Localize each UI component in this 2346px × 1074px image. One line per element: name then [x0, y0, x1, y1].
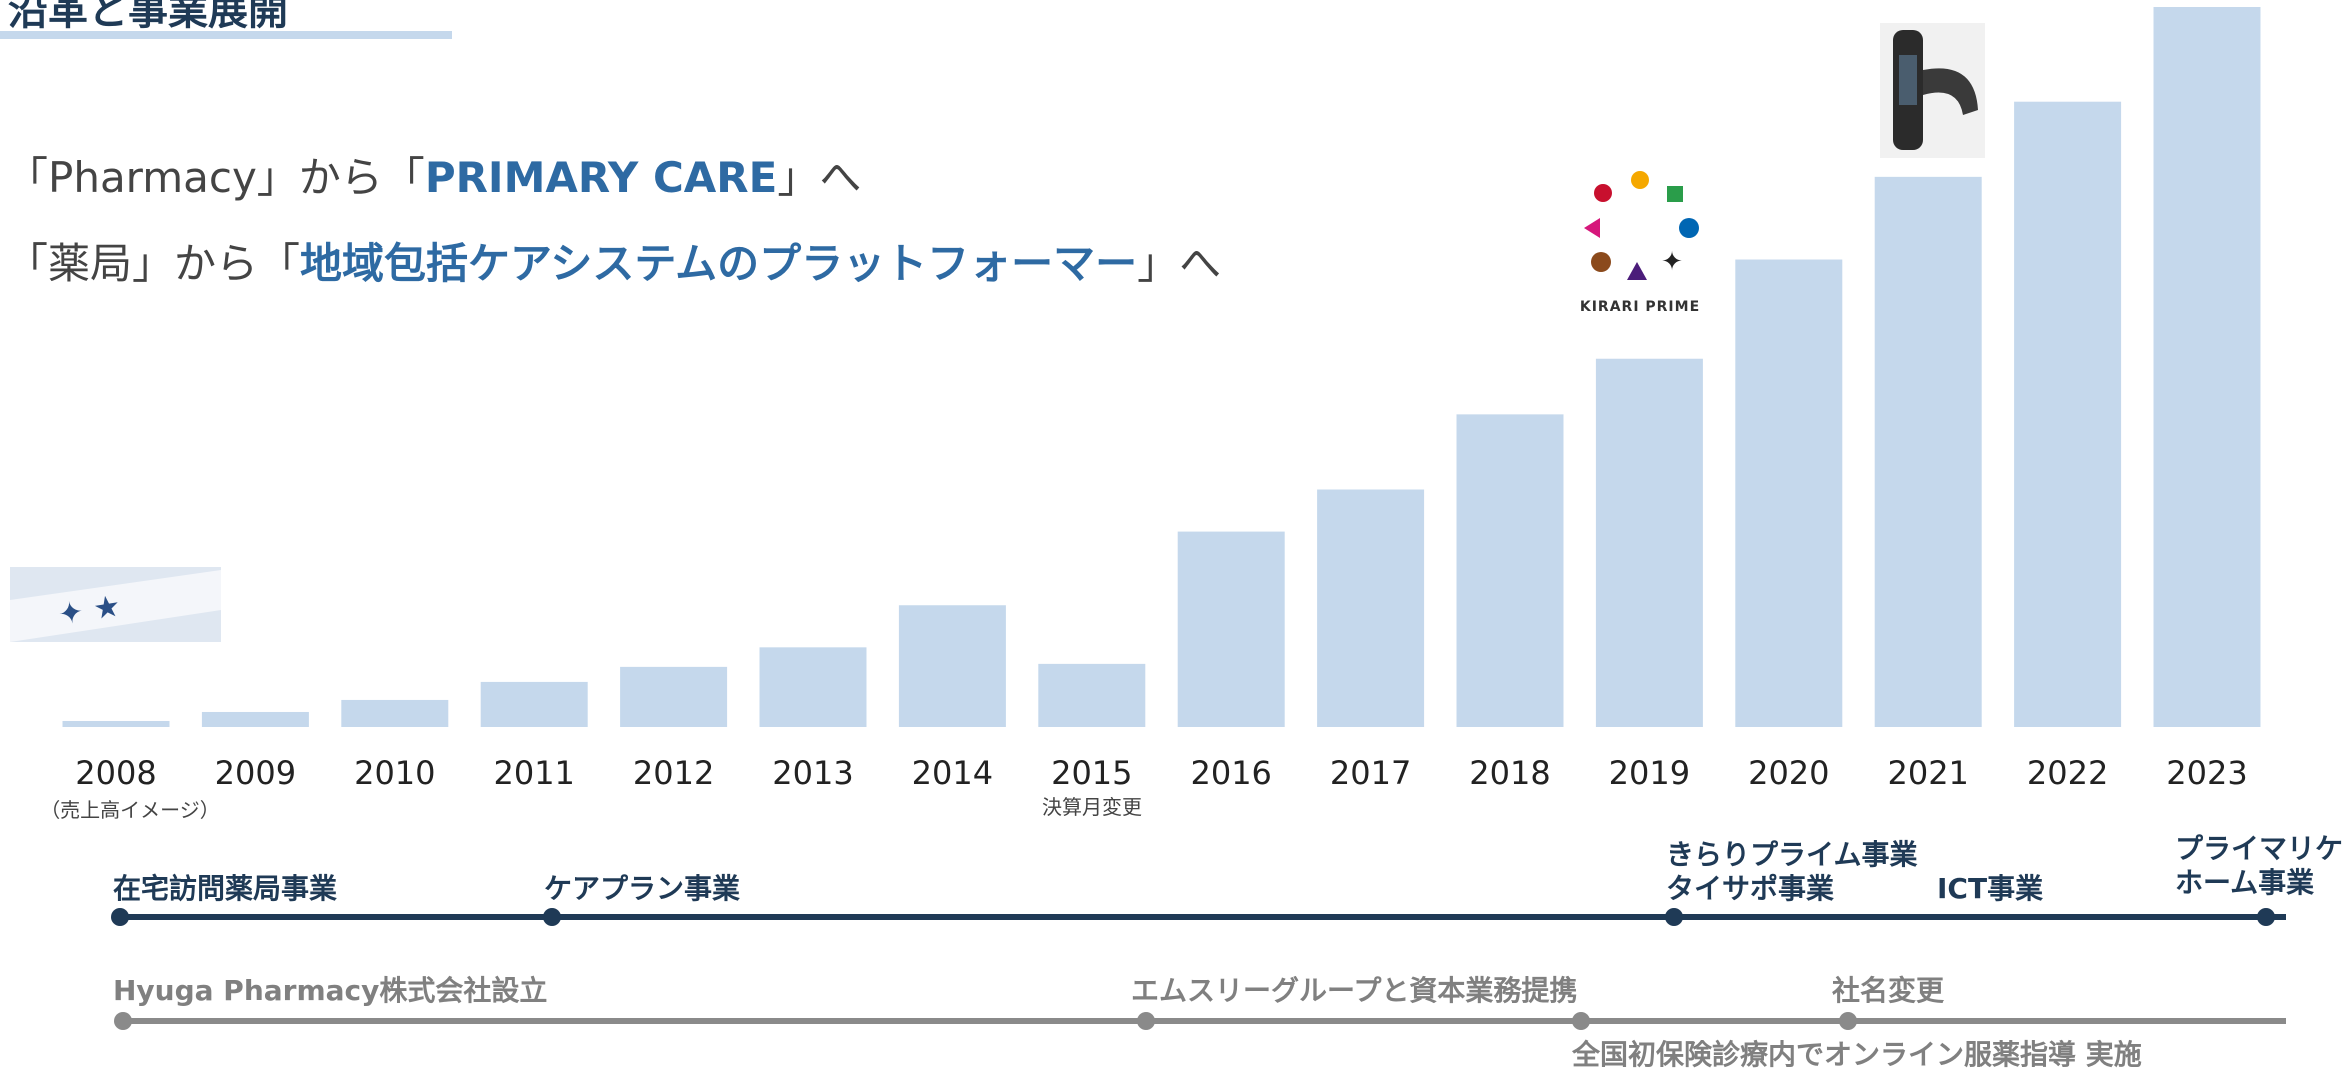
bar — [620, 666, 728, 727]
bar — [1456, 414, 1564, 727]
bar — [898, 605, 1006, 727]
bar — [62, 720, 170, 727]
x-tick-label: 2020 — [1748, 754, 1829, 792]
timeline-dot — [543, 908, 561, 926]
kirari-prime-logo: ✦ KIRARI PRIME — [1580, 171, 1700, 315]
timeline-event: 全国初保険診療内でオンライン服薬指導 実施 — [1571, 1038, 2142, 1071]
timeline-dot — [1839, 1012, 1857, 1030]
headline: 「Pharmacy」から「PRIMARY CARE」へ — [6, 153, 861, 202]
x-tick-label: 2022 — [2027, 754, 2108, 792]
chart-annotation: （売上高イメージ） — [40, 798, 220, 822]
timeline-event: タイサポ事業 — [1666, 872, 1834, 905]
bar — [2153, 7, 2261, 727]
bar — [1177, 531, 1285, 727]
headline: 「薬局」から「地域包括ケアシステムのプラットフォーマー」へ — [6, 239, 1221, 288]
timeline-dot — [2257, 908, 2275, 926]
x-tick-label: 2011 — [493, 754, 574, 792]
logo-text: KIRARI PRIME — [1580, 299, 1700, 315]
timeline-event: エムスリーグループと資本業務提携 — [1131, 974, 1577, 1007]
timeline-event: 在宅訪問薬局事業 — [113, 872, 337, 905]
timeline-dot — [111, 908, 129, 926]
slide-title: 沿革と事業展開 — [8, 0, 288, 34]
x-tick-label: 2021 — [1887, 754, 1968, 792]
x-tick-label: 2012 — [633, 754, 714, 792]
bar — [341, 699, 449, 727]
timeline-event: ホーム事業 — [2175, 866, 2314, 899]
timeline-dot — [1665, 908, 1683, 926]
x-tick-label: 2015 — [1051, 754, 1132, 792]
bar — [1874, 176, 1982, 727]
bar — [480, 681, 588, 727]
x-tick-label: 2014 — [912, 754, 993, 792]
headline-emphasis: PRIMARY CARE — [425, 153, 778, 202]
x-tick-label: 2010 — [354, 754, 435, 792]
x-tick-label: 2008 — [75, 754, 156, 792]
bar — [1317, 489, 1425, 727]
timeline-dot — [1137, 1012, 1155, 1030]
x-tick-label: 2009 — [215, 754, 296, 792]
svg-text:✦: ✦ — [1661, 247, 1683, 277]
bar — [201, 711, 309, 727]
x-tick-label: 2018 — [1469, 754, 1550, 792]
title-underline — [0, 31, 452, 39]
pharmacy-photo: ✦ ★ — [10, 567, 221, 642]
x-tick-label: 2013 — [772, 754, 853, 792]
bar — [1038, 663, 1146, 727]
x-tick-label: 2017 — [1330, 754, 1411, 792]
timeline-event: ケアプラン事業 — [544, 872, 740, 905]
x-tick-label: 2019 — [1609, 754, 1690, 792]
bar — [759, 647, 867, 727]
bar — [1735, 259, 1843, 727]
timeline-event: Hyuga Pharmacy株式会社設立 — [113, 974, 547, 1007]
headline-part: 」へ — [1137, 239, 1221, 288]
timeline-event: ICT事業 — [1937, 872, 2043, 905]
headline-part: 「Pharmacy」から「 — [6, 153, 425, 202]
timeline-event: きらりプライム事業 — [1666, 838, 1917, 871]
bar — [2014, 101, 2122, 728]
timeline-dot — [1572, 1012, 1590, 1030]
bar — [1595, 358, 1703, 727]
x-tick-label: 2023 — [2166, 754, 2247, 792]
chart-annotation: 決算月変更 — [1042, 795, 1142, 819]
headline-emphasis: 地域包括ケアシステムのプラットフォーマー — [300, 239, 1137, 288]
x-tick-label: 2016 — [1190, 754, 1271, 792]
timeline-event: 社名変更 — [1832, 974, 1945, 1007]
timeline-event: プライマリケア — [2175, 832, 2346, 865]
headline-part: 」へ — [777, 153, 861, 202]
wearable-image — [1880, 23, 1985, 158]
timeline-dot — [114, 1012, 132, 1030]
headline-part: 「薬局」から「 — [6, 239, 300, 288]
